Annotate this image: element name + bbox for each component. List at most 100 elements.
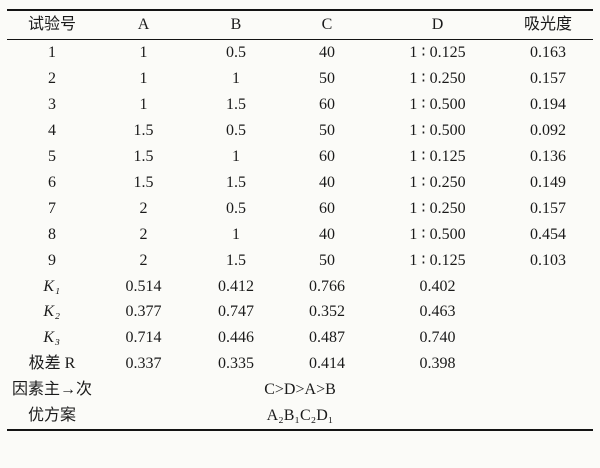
table-row: 4 1.5 0.5 50 1 ∶ 0.500 0.092 xyxy=(7,118,593,144)
k1-c: 0.766 xyxy=(309,277,345,295)
table-row: 2 1 1 50 1 ∶ 0.250 0.157 xyxy=(7,66,593,92)
k1-b: 0.412 xyxy=(218,277,254,295)
k1-row: K₁ 0.514 0.412 0.766 0.402 xyxy=(7,273,593,299)
cell-a: 2 xyxy=(139,251,148,269)
k2-row: K₂ 0.377 0.747 0.352 0.463 xyxy=(7,299,593,325)
empty-cell xyxy=(503,299,593,325)
cell-absorbance: 0.454 xyxy=(530,225,566,243)
cell-c: 50 xyxy=(319,251,335,269)
k2-label: K₂ xyxy=(43,303,61,321)
cell-d: 1 ∶ 0.250 xyxy=(409,173,466,191)
header-factor-c: C xyxy=(321,16,333,33)
factor-order-label: 因素主→次 xyxy=(11,381,92,399)
cell-b: 1 xyxy=(232,147,240,165)
header-factor-d: D xyxy=(431,16,444,33)
cell-trial: 9 xyxy=(48,251,56,269)
orthogonal-test-table: 试验号 A B C D 吸光度 1 1 0.5 40 1 ∶ 0.125 0.1… xyxy=(7,9,593,432)
cell-c: 60 xyxy=(319,147,335,165)
table-row: 8 2 1 40 1 ∶ 0.500 0.454 xyxy=(7,221,593,247)
cell-trial: 4 xyxy=(48,121,56,139)
k1-a: 0.514 xyxy=(125,277,162,295)
optimal-plan-label: 优方案 xyxy=(27,407,76,425)
cell-d: 1 ∶ 0.500 xyxy=(409,121,466,139)
cell-trial: 2 xyxy=(48,69,56,87)
cell-a: 2 xyxy=(139,225,148,243)
cell-c: 40 xyxy=(319,225,335,243)
k2-a: 0.377 xyxy=(125,303,162,321)
cell-trial: 5 xyxy=(48,147,56,165)
k3-b: 0.446 xyxy=(218,329,254,347)
cell-d: 1 ∶ 0.125 xyxy=(409,251,466,269)
k1-d: 0.402 xyxy=(419,277,456,295)
cell-d: 1 ∶ 0.125 xyxy=(409,43,466,61)
empty-cell xyxy=(503,325,593,351)
optimal-plan-row: 优方案 A₂B₁C₂D₁ xyxy=(7,403,593,430)
range-label: 极差 R xyxy=(28,355,76,373)
cell-trial: 1 xyxy=(48,43,56,61)
cell-c: 40 xyxy=(319,43,335,61)
cell-d: 1 ∶ 0.250 xyxy=(409,199,466,217)
optimal-plan-value: A₂B₁C₂D₁ xyxy=(266,407,334,425)
cell-c: 60 xyxy=(319,199,335,217)
cell-c: 50 xyxy=(319,121,335,139)
header-absorbance: 吸光度 xyxy=(523,16,572,33)
cell-absorbance: 0.157 xyxy=(530,69,566,87)
cell-d: 1 ∶ 0.500 xyxy=(409,95,466,113)
cell-c: 40 xyxy=(319,173,335,191)
cell-b: 1.5 xyxy=(226,251,246,269)
range-b: 0.335 xyxy=(218,355,254,373)
header-factor-b: B xyxy=(230,16,242,33)
cell-a: 1 xyxy=(139,95,148,113)
table-row: 6 1.5 1.5 40 1 ∶ 0.250 0.149 xyxy=(7,169,593,195)
empty-cell xyxy=(503,351,593,377)
cell-d: 1 ∶ 0.250 xyxy=(409,69,466,87)
header-row: 试验号 A B C D 吸光度 xyxy=(7,10,593,40)
cell-trial: 6 xyxy=(48,173,56,191)
cell-d: 1 ∶ 0.500 xyxy=(409,225,466,243)
k2-b: 0.747 xyxy=(218,303,254,321)
cell-d: 1 ∶ 0.125 xyxy=(409,147,466,165)
table-row: 3 1 1.5 60 1 ∶ 0.500 0.194 xyxy=(7,92,593,118)
k3-d: 0.740 xyxy=(419,329,456,347)
table-row: 5 1.5 1 60 1 ∶ 0.125 0.136 xyxy=(7,143,593,169)
cell-a: 1.5 xyxy=(133,173,154,191)
k3-c: 0.487 xyxy=(309,329,345,347)
table-row: 7 2 0.5 60 1 ∶ 0.250 0.157 xyxy=(7,195,593,221)
cell-trial: 7 xyxy=(48,199,56,217)
cell-c: 60 xyxy=(319,95,335,113)
cell-b: 0.5 xyxy=(226,199,246,217)
cell-b: 0.5 xyxy=(226,43,246,61)
cell-a: 1.5 xyxy=(133,121,154,139)
k3-row: K₃ 0.714 0.446 0.487 0.740 xyxy=(7,325,593,351)
cell-b: 1.5 xyxy=(226,173,246,191)
cell-absorbance: 0.157 xyxy=(530,199,566,217)
cell-a: 1.5 xyxy=(133,147,154,165)
range-d: 0.398 xyxy=(419,355,456,373)
cell-a: 1 xyxy=(139,69,148,87)
range-a: 0.337 xyxy=(125,355,162,373)
cell-a: 1 xyxy=(139,43,148,61)
factor-order-row: 因素主→次 C>D>A>B xyxy=(7,377,593,403)
cell-b: 1.5 xyxy=(226,95,246,113)
table-row: 1 1 0.5 40 1 ∶ 0.125 0.163 xyxy=(7,39,593,65)
cell-absorbance: 0.194 xyxy=(530,95,566,113)
empty-cell xyxy=(503,377,593,403)
k1-label: K₁ xyxy=(43,277,61,295)
empty-cell xyxy=(503,403,593,430)
cell-absorbance: 0.149 xyxy=(530,173,566,191)
cell-absorbance: 0.136 xyxy=(530,147,566,165)
cell-b: 0.5 xyxy=(226,121,246,139)
cell-b: 1 xyxy=(232,225,240,243)
header-trial-number: 试验号 xyxy=(27,16,76,33)
cell-absorbance: 0.092 xyxy=(530,121,566,139)
cell-absorbance: 0.103 xyxy=(530,251,566,269)
table-row: 9 2 1.5 50 1 ∶ 0.125 0.103 xyxy=(7,247,593,273)
cell-trial: 3 xyxy=(48,95,56,113)
k3-label: K₃ xyxy=(43,329,61,347)
factor-order-value: C>D>A>B xyxy=(264,381,336,399)
k2-d: 0.463 xyxy=(419,303,456,321)
k2-c: 0.352 xyxy=(309,303,345,321)
cell-b: 1 xyxy=(232,69,240,87)
k3-a: 0.714 xyxy=(125,329,162,347)
